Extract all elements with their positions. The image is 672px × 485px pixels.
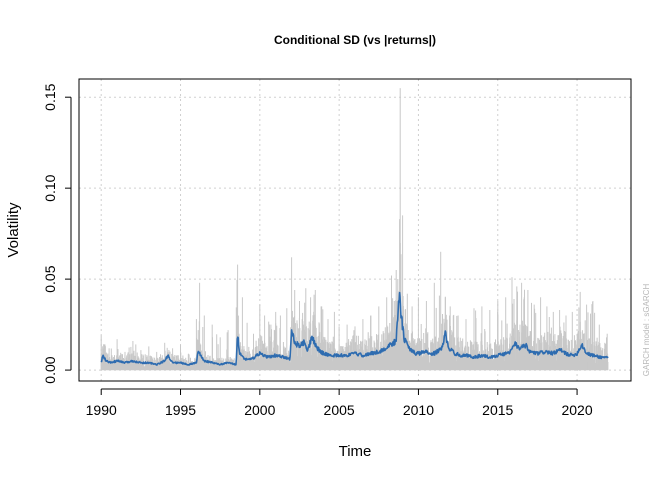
y-tick-label: 0.05: [42, 265, 58, 292]
x-axis-label: Time: [339, 443, 372, 460]
abs-returns-series: [100, 88, 609, 371]
y-tick-label: 0.15: [42, 83, 58, 110]
plot-frame: [78, 78, 632, 382]
x-tick-label: 2000: [244, 402, 275, 418]
conditional-sd-line: [100, 291, 609, 366]
grid-layer: [79, 79, 631, 381]
model-side-note: GARCH model : sGARCH: [642, 284, 651, 377]
chart-title: Conditional SD (vs |returns|): [274, 33, 436, 47]
y-axis-label: Volatility: [5, 202, 22, 258]
x-tick-label: 2005: [324, 402, 355, 418]
x-tick-label: 1995: [165, 402, 196, 418]
x-tick-label: 2010: [403, 402, 434, 418]
conditional-sd-series: [100, 291, 609, 366]
y-tick-label: 0.00: [42, 356, 58, 383]
x-tick-label: 1990: [86, 402, 117, 418]
y-tick-label: 0.10: [42, 174, 58, 201]
x-tick-label: 2020: [561, 402, 592, 418]
axes-layer: 1990 1995 2000 2005 2010 2015 2020 0.00 0.05 0.10…: [42, 83, 593, 418]
x-tick-label: 2015: [482, 402, 513, 418]
